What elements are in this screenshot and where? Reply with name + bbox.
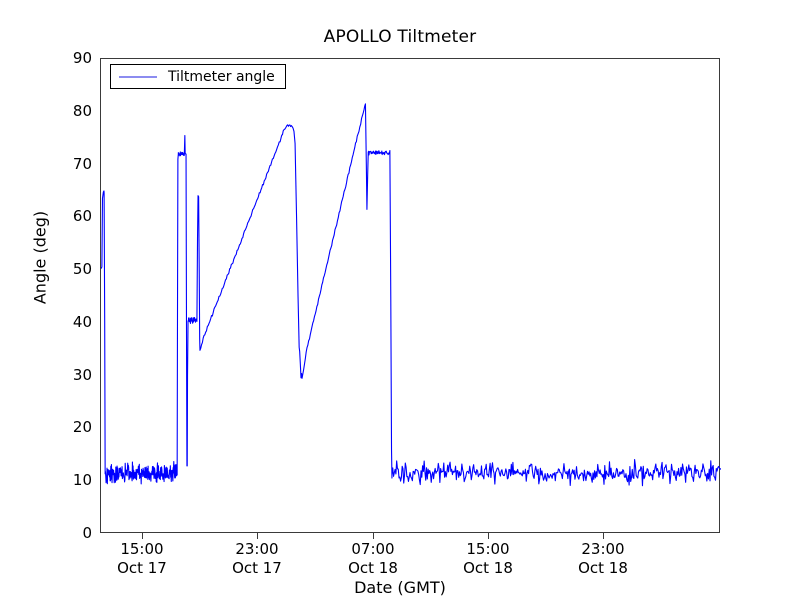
- x-tick-label: 23:00 Oct 18: [543, 540, 663, 578]
- chart-title: APOLLO Tiltmeter: [323, 27, 477, 47]
- data-line-tiltmeter-angle: [101, 103, 721, 487]
- y-tick-label: 80: [72, 101, 92, 120]
- y-tick-label: 40: [72, 312, 92, 331]
- x-tick-time: 15:00: [466, 540, 510, 558]
- x-tick-mark: [603, 533, 604, 539]
- legend-box: Tiltmeter angle: [110, 64, 286, 89]
- legend-line-swatch: [119, 75, 157, 78]
- plot-area: [100, 58, 721, 533]
- x-tick-mark: [256, 533, 258, 539]
- x-tick-time: 23:00: [581, 540, 625, 558]
- x-tick-date: Oct 18: [348, 559, 398, 577]
- x-tick-label: 23:00 Oct 17: [197, 540, 317, 578]
- x-tick-label: 15:00 Oct 17: [82, 540, 202, 578]
- y-tick-label: 20: [72, 418, 92, 437]
- x-tick-date: Oct 18: [578, 559, 628, 577]
- x-tick-time: 15:00: [120, 540, 164, 558]
- x-tick-mark: [487, 533, 489, 539]
- x-tick-date: Oct 17: [232, 559, 282, 577]
- y-tick-label: 10: [72, 471, 92, 490]
- y-tick-label: 0: [82, 524, 92, 542]
- x-tick-mark: [372, 533, 374, 539]
- x-tick-date: Oct 17: [117, 559, 167, 577]
- y-tick-label: 90: [72, 49, 92, 67]
- x-tick-date: Oct 18: [463, 559, 513, 577]
- y-tick-label: 60: [72, 207, 92, 226]
- x-tick-label: 07:00 Oct 18: [313, 540, 433, 578]
- x-tick-time: 23:00: [235, 540, 279, 558]
- y-tick-label: 30: [72, 365, 92, 384]
- x-axis-label: Date (GMT): [354, 578, 446, 597]
- y-tick-label: 70: [72, 154, 92, 173]
- x-tick-mark: [141, 533, 143, 539]
- legend-label-tiltmeter-angle: Tiltmeter angle: [168, 68, 275, 85]
- x-tick-label: 15:00 Oct 18: [428, 540, 548, 578]
- x-tick-time: 07:00: [351, 540, 395, 558]
- y-tick-label: 50: [72, 260, 92, 279]
